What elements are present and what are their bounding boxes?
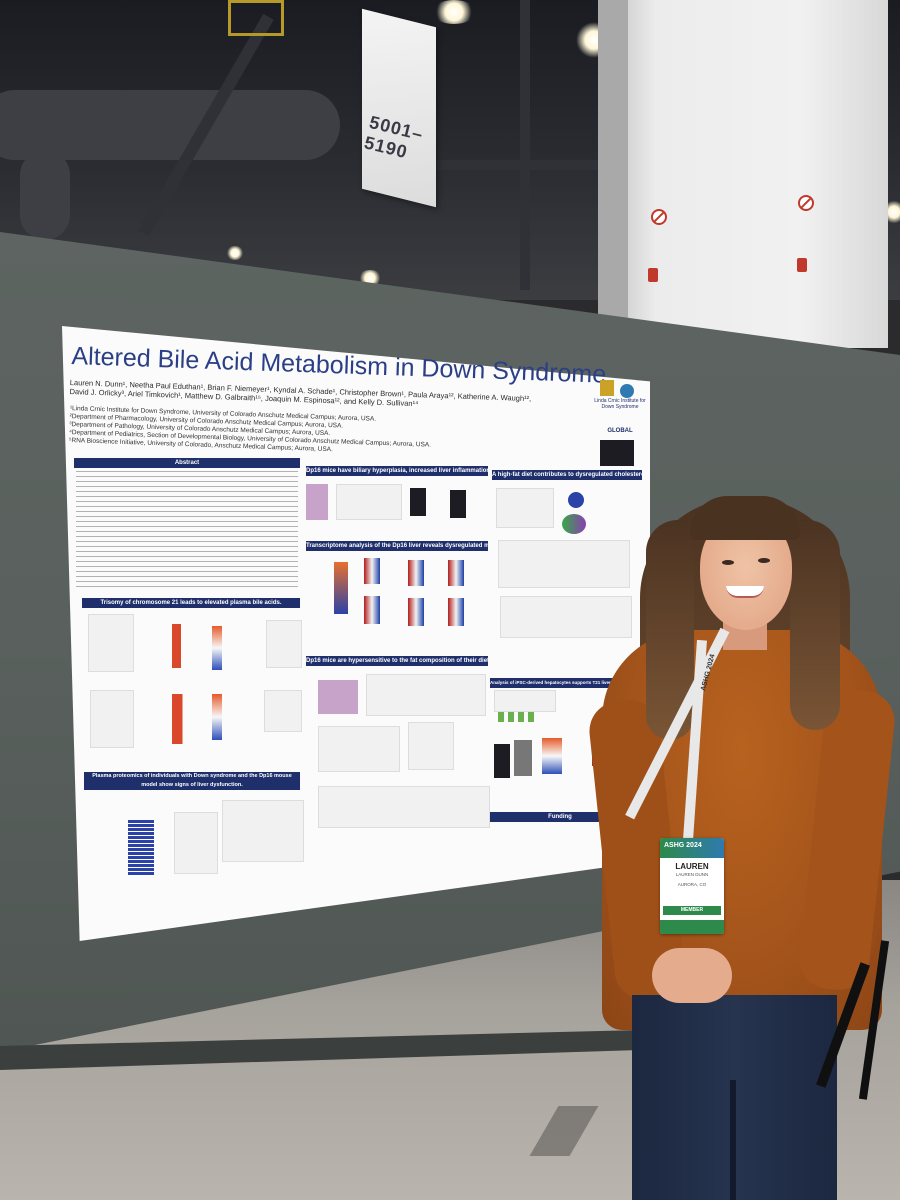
figure-dot-plot bbox=[264, 690, 302, 732]
figure-hepatocyte-images bbox=[498, 712, 538, 722]
jeans-leg-gap bbox=[730, 1080, 736, 1200]
university-logo-icon bbox=[600, 380, 614, 396]
hair-right bbox=[790, 520, 840, 730]
pillar-edge bbox=[598, 0, 628, 340]
no-smoking-sign-icon bbox=[651, 209, 667, 225]
section-header-funding: Funding bbox=[490, 812, 630, 822]
ceiling-duct-drop bbox=[20, 150, 70, 240]
pillar bbox=[598, 0, 888, 348]
section-header-abstract: Abstract bbox=[74, 458, 300, 468]
figure-microscopy-grey bbox=[514, 740, 532, 776]
figure-diet-plots bbox=[318, 726, 400, 772]
ceiling-duct bbox=[0, 90, 340, 160]
ceiling-light bbox=[432, 0, 476, 24]
left-eye bbox=[722, 560, 734, 565]
ceiling-light bbox=[226, 246, 244, 260]
figure-heatmap bbox=[364, 596, 380, 624]
figure-venn-diagram bbox=[562, 514, 586, 534]
figure-heatmap-2 bbox=[212, 694, 222, 740]
ceiling-beam bbox=[430, 160, 600, 170]
figure-heatmap bbox=[448, 560, 464, 586]
section-header-hypersensitive: Dp16 mice are hypersensitive to the fat … bbox=[306, 656, 488, 666]
figure-scatter bbox=[408, 722, 454, 770]
figure-scatter-grid bbox=[498, 540, 630, 588]
clasped-hands bbox=[652, 948, 732, 1003]
smile bbox=[726, 586, 764, 598]
figure-histology-image bbox=[306, 484, 328, 520]
sponsor-logo-icon bbox=[600, 440, 634, 466]
figure-heatmap bbox=[408, 598, 424, 626]
fire-alarm-icon bbox=[797, 258, 807, 272]
ceiling-beam bbox=[520, 0, 530, 290]
badge-fullname: LAUREN DUNN bbox=[675, 872, 709, 877]
badge-name: LAUREN bbox=[675, 862, 709, 871]
institute-logo-text: Linda Crnic Institute for Down Syndrome bbox=[594, 398, 646, 410]
abstract-text-lines bbox=[76, 471, 298, 591]
overhead-sign bbox=[362, 8, 436, 208]
badge-member-label: MEMBER bbox=[663, 906, 721, 915]
figure-fluorescence-image bbox=[494, 744, 510, 778]
badge-footer bbox=[660, 920, 724, 934]
section-header-highfat: A high-fat diet contributes to dysregula… bbox=[492, 470, 642, 480]
figure-pathway-bars bbox=[334, 562, 348, 614]
figure-volcano-plot-2 bbox=[90, 690, 134, 748]
figure-liver-histology bbox=[318, 680, 358, 714]
fire-alarm-icon bbox=[648, 268, 658, 282]
figure-microscopy-image bbox=[450, 490, 466, 518]
badge-header bbox=[660, 838, 724, 858]
badge-conference: ASHG 2024 bbox=[664, 842, 702, 849]
figure-bar-plot bbox=[172, 624, 202, 668]
ceiling-beam bbox=[240, 200, 520, 208]
figure-weight-plots bbox=[366, 674, 486, 716]
figure-volcano-plots bbox=[496, 488, 554, 528]
global-logo-text: GLOBAL bbox=[607, 428, 633, 434]
right-eye bbox=[758, 558, 770, 563]
figure-heatmap bbox=[364, 558, 380, 584]
figure-volcano-plot bbox=[88, 614, 134, 672]
figure-bar-plot-2 bbox=[172, 694, 198, 744]
section-header-ipsc: Analysis of iPSC-derived hepatocytes sup… bbox=[490, 678, 630, 688]
figure-heatmap-ipsc bbox=[542, 738, 562, 774]
figure-heatmap bbox=[448, 598, 464, 626]
section-header-dp16-biliary: Dp16 mice have biliary hyperplasia, incr… bbox=[306, 466, 488, 476]
figure-heatmap bbox=[408, 560, 424, 586]
figure-box-plots bbox=[222, 800, 304, 862]
figure-violin-plot bbox=[266, 620, 302, 668]
hair-top bbox=[690, 496, 800, 540]
figure-microscopy-image bbox=[410, 488, 426, 516]
section-header-plasma: Plasma proteomics of individuals with Do… bbox=[84, 772, 300, 790]
figure-dot-plots-row bbox=[318, 786, 490, 828]
no-smoking-sign-icon bbox=[798, 195, 814, 211]
figure-differentiation-schematic bbox=[494, 690, 556, 712]
badge-location: AURORA, CO bbox=[677, 882, 707, 887]
figure-line-plot bbox=[174, 812, 218, 874]
ceiling-yellow-frame bbox=[228, 0, 284, 36]
figure-venn-circle bbox=[568, 492, 584, 508]
section-header-trisomy: Trisomy of chromosome 21 leads to elevat… bbox=[82, 598, 300, 608]
figure-scatter-plots bbox=[336, 484, 402, 520]
figure-heatmap bbox=[212, 626, 222, 670]
institute-logo-icon bbox=[620, 384, 634, 398]
figure-bar-chart-blue bbox=[128, 820, 154, 876]
section-header-transcriptome: Transcriptome analysis of the Dp16 liver… bbox=[306, 541, 488, 551]
figure-dot-plots bbox=[500, 596, 632, 638]
